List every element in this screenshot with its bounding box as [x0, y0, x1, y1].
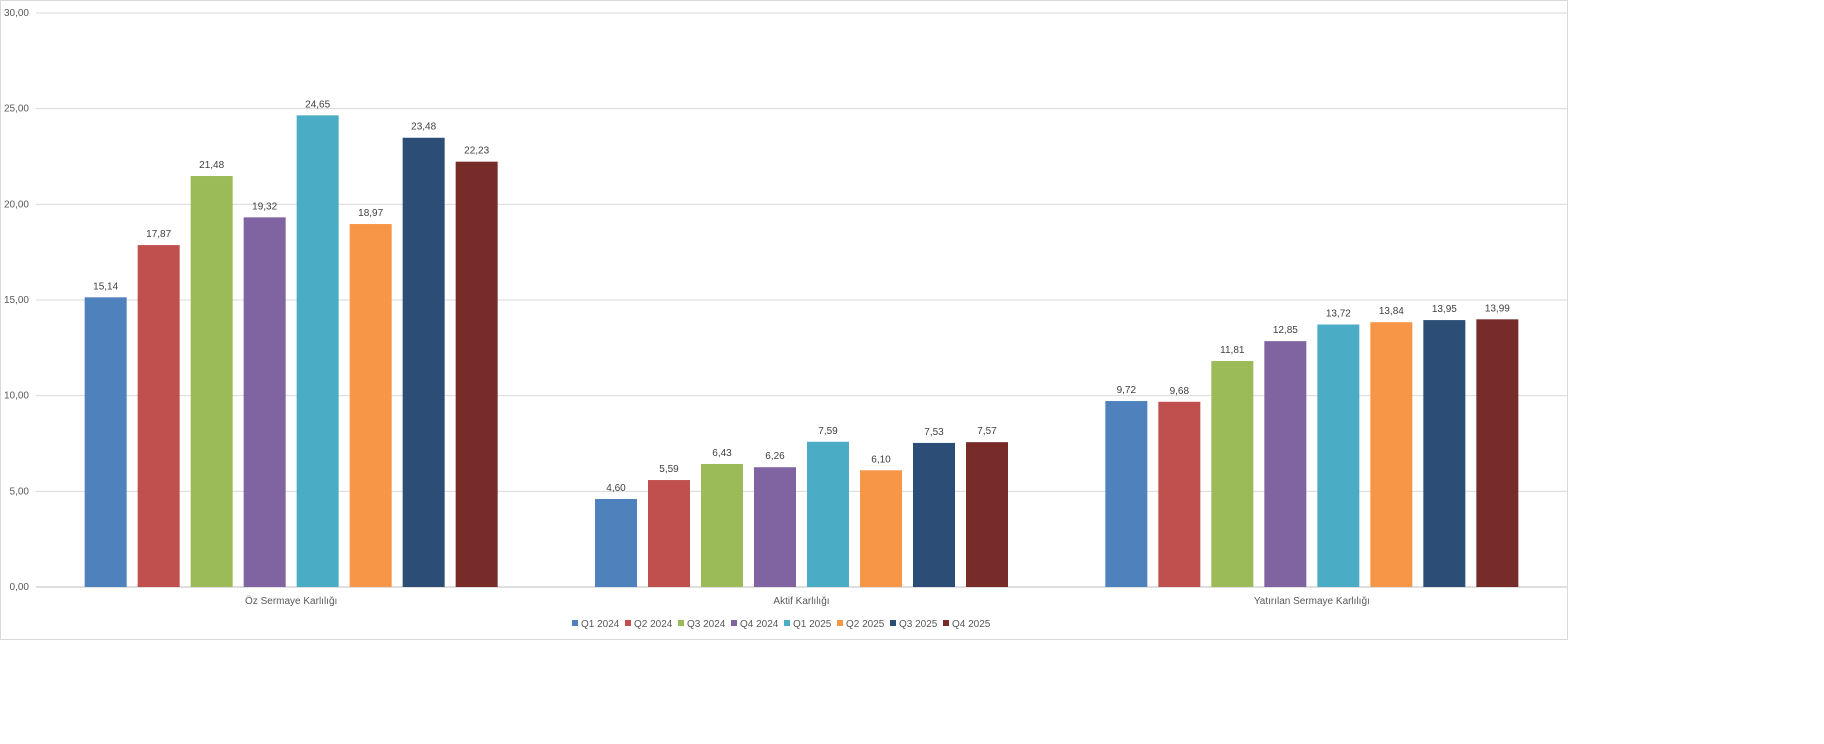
- bar: [349, 224, 392, 588]
- data-label: 19,32: [252, 201, 277, 212]
- legend-swatch: [731, 620, 737, 626]
- data-label: 7,59: [818, 426, 838, 437]
- legend-label: Q4 2024: [740, 619, 779, 630]
- data-label: 24,65: [305, 99, 330, 110]
- legend-swatch: [625, 620, 631, 626]
- data-label: 7,57: [977, 426, 997, 437]
- data-label: 4,60: [606, 483, 626, 494]
- legend-item: Q2 2025: [837, 619, 885, 630]
- data-label: 6,10: [871, 454, 891, 465]
- legend-label: Q4 2025: [952, 619, 991, 630]
- legend-swatch: [678, 620, 684, 626]
- legend-label: Q2 2025: [846, 619, 885, 630]
- legend-item: Q1 2025: [784, 619, 832, 630]
- legend-swatch: [837, 620, 843, 626]
- bar: [455, 161, 498, 587]
- bar: [595, 498, 637, 587]
- legend-item: Q2 2024: [625, 619, 673, 630]
- bar: [807, 441, 849, 587]
- bar: [1423, 320, 1466, 587]
- y-tick-label: 20,00: [4, 199, 29, 210]
- bar: [913, 442, 955, 587]
- bar: [402, 137, 445, 587]
- bars: [84, 115, 1519, 588]
- bar: [754, 467, 796, 587]
- data-label: 13,99: [1485, 303, 1510, 314]
- legend-swatch: [784, 620, 790, 626]
- category-label: Aktif Karlılığı: [773, 596, 829, 607]
- legend-swatch: [943, 620, 949, 626]
- legend-item: Q3 2024: [678, 619, 726, 630]
- bar: [1317, 324, 1360, 587]
- legend-label: Q1 2025: [793, 619, 832, 630]
- y-axis-tick-labels: 0,00 5,00 10,00 15,00 20,00 25,00 30,00: [4, 8, 29, 593]
- data-label: 12,85: [1273, 325, 1298, 336]
- gridlines: [36, 12, 1567, 588]
- legend-item: Q3 2025: [890, 619, 938, 630]
- data-label: 13,95: [1432, 304, 1457, 315]
- bar: [190, 176, 233, 588]
- bar: [296, 115, 339, 587]
- data-label: 6,43: [712, 448, 732, 459]
- bar: [1158, 401, 1201, 587]
- bar: [243, 217, 286, 587]
- legend-label: Q1 2024: [581, 619, 620, 630]
- legend-label: Q3 2024: [687, 619, 726, 630]
- data-label: 9,72: [1117, 385, 1137, 396]
- legend-label: Q3 2025: [899, 619, 938, 630]
- data-label: 17,87: [146, 229, 171, 240]
- y-tick-label: 25,00: [4, 104, 29, 115]
- bar: [84, 297, 127, 587]
- data-label: 21,48: [199, 160, 224, 171]
- legend-item: Q4 2024: [731, 619, 779, 630]
- legend-swatch: [572, 620, 578, 626]
- data-label: 9,68: [1170, 386, 1190, 397]
- data-label: 22,23: [464, 146, 489, 157]
- bar: [1211, 361, 1254, 587]
- data-label: 7,53: [924, 427, 944, 438]
- y-tick-label: 10,00: [4, 391, 29, 402]
- legend-item: Q1 2024: [572, 619, 620, 630]
- bar: [860, 470, 902, 587]
- data-label: 13,84: [1379, 306, 1404, 317]
- bar: [1476, 319, 1519, 587]
- legend: Q1 2024 Q2 2024 Q3 2024 Q4 2024 Q1 2025 Q2 20…: [572, 619, 991, 630]
- bar: [701, 463, 743, 587]
- legend-item: Q4 2025: [943, 619, 991, 630]
- bar: [1105, 401, 1148, 587]
- bar: [1264, 341, 1307, 587]
- data-label: 5,59: [659, 464, 679, 475]
- chart-area: 0,00 5,00 10,00 15,00 20,00 25,00 30,00 15,14 1…: [0, 0, 1568, 640]
- y-tick-label: 30,00: [4, 8, 29, 19]
- data-label: 6,26: [765, 451, 785, 462]
- data-label: 23,48: [411, 122, 436, 133]
- category-label: Yatırılan Sermaye Karlılığı: [1254, 596, 1370, 607]
- data-label: 13,72: [1326, 308, 1351, 319]
- x-axis-category-labels: Öz Sermaye Karlılığı Aktif Karlılığı Yatır…: [245, 595, 1370, 607]
- bar: [648, 480, 690, 587]
- bar: [966, 442, 1008, 587]
- data-label: 18,97: [358, 208, 383, 219]
- legend-swatch: [890, 620, 896, 626]
- y-tick-label: 0,00: [10, 582, 30, 593]
- bar: [1370, 322, 1413, 587]
- y-tick-label: 5,00: [10, 486, 30, 497]
- category-label: Öz Sermaye Karlılığı: [245, 595, 337, 607]
- data-label: 15,14: [93, 281, 118, 292]
- bar: [137, 245, 180, 587]
- legend-label: Q2 2024: [634, 619, 673, 630]
- y-tick-label: 15,00: [4, 295, 29, 306]
- data-label: 11,81: [1220, 345, 1245, 356]
- data-labels: 15,14 17,87 21,48 19,32 24,65 18,97 23,48 22,23…: [93, 99, 1510, 494]
